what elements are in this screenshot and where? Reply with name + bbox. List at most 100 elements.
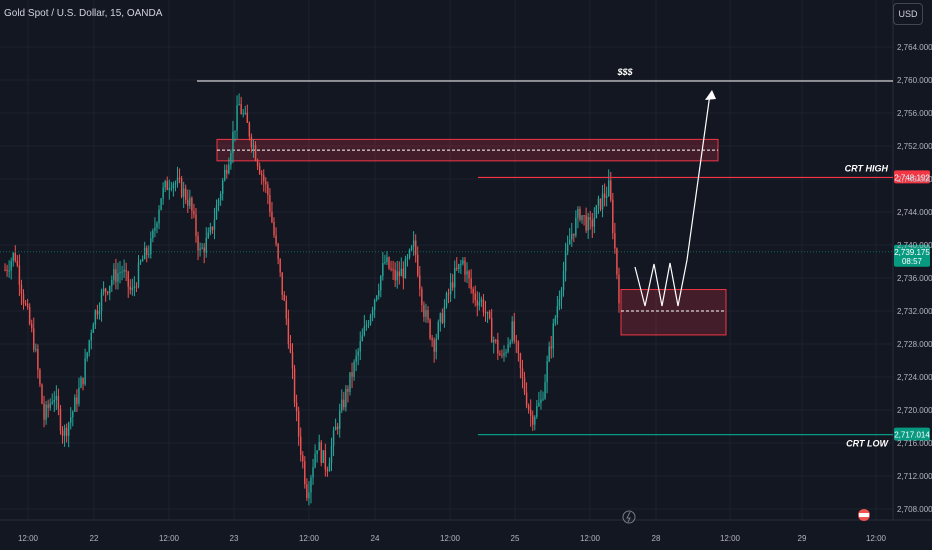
candle-body <box>595 205 598 219</box>
candle-body <box>318 442 320 451</box>
candle-body <box>273 222 275 236</box>
projection-layer <box>634 90 716 307</box>
candle-body <box>525 392 528 406</box>
candle-body <box>172 184 175 189</box>
candle-body <box>447 293 450 295</box>
candle-body <box>554 317 557 324</box>
candle-body <box>367 324 370 326</box>
candle-body <box>55 396 58 401</box>
candle-body <box>429 319 431 339</box>
candle-body <box>291 352 294 369</box>
candle-body <box>330 445 333 464</box>
currency-button[interactable]: USD <box>893 3 923 25</box>
candle-body <box>293 368 296 403</box>
candle-body <box>127 271 129 287</box>
candle-body <box>74 397 76 412</box>
candle-body <box>314 453 316 468</box>
x-tick-label: 29 <box>798 534 807 543</box>
candle-body <box>503 353 505 356</box>
candle-body <box>158 209 160 224</box>
candle-body <box>240 103 242 114</box>
candle-body <box>170 188 173 190</box>
candle-body <box>375 295 378 300</box>
candle-body <box>12 252 14 261</box>
candle-body <box>515 340 518 342</box>
y-tick-label: 2,720.000 <box>897 406 932 415</box>
candle-body <box>573 233 575 236</box>
candle-body <box>378 290 380 296</box>
candle-body <box>271 211 273 223</box>
candle-body <box>607 180 610 196</box>
candle-body <box>28 307 31 324</box>
candle-body <box>191 197 193 211</box>
candle-body <box>224 170 226 181</box>
candle-body <box>501 355 503 357</box>
candle-body <box>404 258 407 279</box>
candle-body <box>610 180 612 200</box>
candle-body <box>234 130 236 132</box>
candle-body <box>22 294 25 304</box>
candle-body <box>164 181 166 188</box>
candle-body <box>295 402 298 412</box>
candle-body <box>388 257 390 269</box>
candle-body <box>98 311 101 315</box>
candle-body <box>527 405 530 410</box>
candle-body <box>560 290 563 300</box>
candle-body <box>160 198 162 210</box>
candle-body <box>35 348 37 350</box>
candle-body <box>332 430 335 446</box>
candle-body <box>532 415 534 425</box>
candle-body <box>166 181 168 190</box>
candle-body <box>100 292 103 312</box>
chart-title: Gold Spot / U.S. Dollar, 15, OANDA <box>4 8 163 19</box>
candle-body <box>226 170 228 174</box>
candle-body <box>256 160 259 167</box>
candle-body <box>178 177 181 179</box>
candle-body <box>263 175 265 182</box>
candle-body <box>84 358 86 385</box>
demand-zone <box>620 289 727 336</box>
candle-body <box>400 268 403 277</box>
candle-body <box>591 219 593 227</box>
candle-body <box>482 299 485 312</box>
candle-body <box>544 382 546 399</box>
candle-body <box>390 268 392 270</box>
candle-body <box>302 455 304 462</box>
y-tick-label: 2,756.000 <box>897 109 932 118</box>
candle-body <box>493 339 495 343</box>
candle-body <box>605 195 608 198</box>
candle-body <box>33 328 35 350</box>
candle-body <box>176 177 179 184</box>
candle-body <box>230 152 232 165</box>
candle-body <box>558 299 561 307</box>
candle-body <box>583 215 585 217</box>
candle-body <box>351 372 353 377</box>
candle-body <box>133 286 136 288</box>
price-axis: 2,764.000 2,760.000 2,756.000 2,752.000 2,74… <box>897 43 932 514</box>
candle-body <box>86 352 88 359</box>
candle-body <box>468 271 470 279</box>
candle-body <box>37 348 39 370</box>
candle-body <box>402 268 405 279</box>
candle-body <box>6 269 8 271</box>
candle-body <box>310 477 312 493</box>
x-tick-label: 12:00 <box>720 534 741 543</box>
flag-stripe <box>859 513 869 517</box>
candle-body <box>365 325 368 327</box>
candle-body <box>472 288 474 294</box>
candle-body <box>201 247 203 249</box>
candle-body <box>361 335 364 342</box>
candle-body <box>488 311 491 319</box>
candle-body <box>57 396 60 409</box>
candle-body <box>76 397 78 404</box>
candle-body <box>396 271 398 281</box>
candle-body <box>568 239 571 245</box>
candle-body <box>384 262 386 264</box>
candle-body <box>244 112 246 114</box>
candle-body <box>433 340 435 352</box>
candle-body <box>109 285 111 294</box>
candle-body <box>460 263 462 265</box>
candle-body <box>322 450 325 463</box>
candle-body <box>419 275 421 289</box>
